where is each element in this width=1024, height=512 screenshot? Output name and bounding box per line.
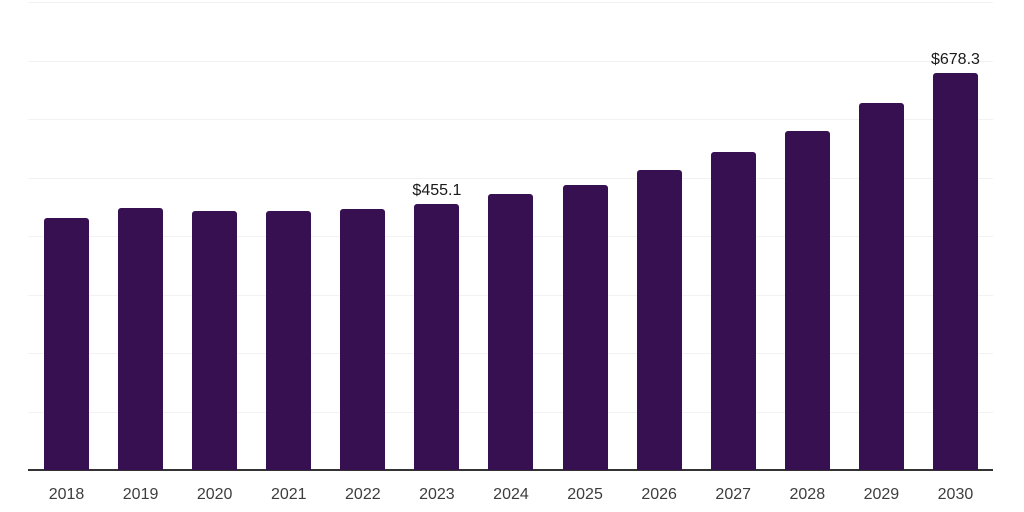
x-tick-label-2025: 2025	[567, 486, 603, 503]
bar-value-label-2030: $678.3	[930, 51, 980, 69]
bar-2024	[488, 193, 534, 470]
bar-2030	[932, 73, 978, 470]
bar-2018	[44, 218, 89, 470]
bar-2021	[266, 211, 312, 470]
bar-2029	[858, 102, 904, 470]
x-tick-label-2030: 2030	[937, 486, 974, 503]
x-tick-label-2022: 2022	[345, 486, 381, 503]
bar-2026	[636, 169, 682, 470]
x-tick-label-2020: 2020	[196, 486, 233, 503]
x-tick-label-2019: 2019	[122, 486, 159, 503]
x-tick-label-2027: 2027	[715, 486, 752, 503]
x-tick-label-2023: 2023	[419, 486, 455, 503]
gridline	[28, 119, 993, 120]
x-tick-label-2026: 2026	[641, 486, 677, 503]
x-axis-line	[28, 469, 993, 471]
gridline	[28, 177, 993, 179]
x-tick-label-2018: 2018	[48, 486, 85, 503]
bar-2023	[414, 203, 460, 470]
x-tick-label-2024: 2024	[493, 486, 529, 503]
bar-value-label-2023: $455.1	[412, 181, 462, 199]
bar-2028	[784, 130, 830, 470]
plot-area: $455.1 $678.3	[28, 0, 993, 471]
bar-2022	[340, 208, 386, 470]
bar-2019	[118, 207, 164, 470]
gridline	[28, 2, 993, 3]
x-tick-label-2021: 2021	[270, 486, 307, 503]
bar-2020	[192, 211, 238, 470]
bar-2027	[710, 152, 756, 470]
x-tick-label-2029: 2029	[863, 486, 900, 503]
x-tick-label-2028: 2028	[789, 486, 826, 503]
gridline	[28, 60, 993, 62]
bar-2025	[562, 184, 608, 470]
